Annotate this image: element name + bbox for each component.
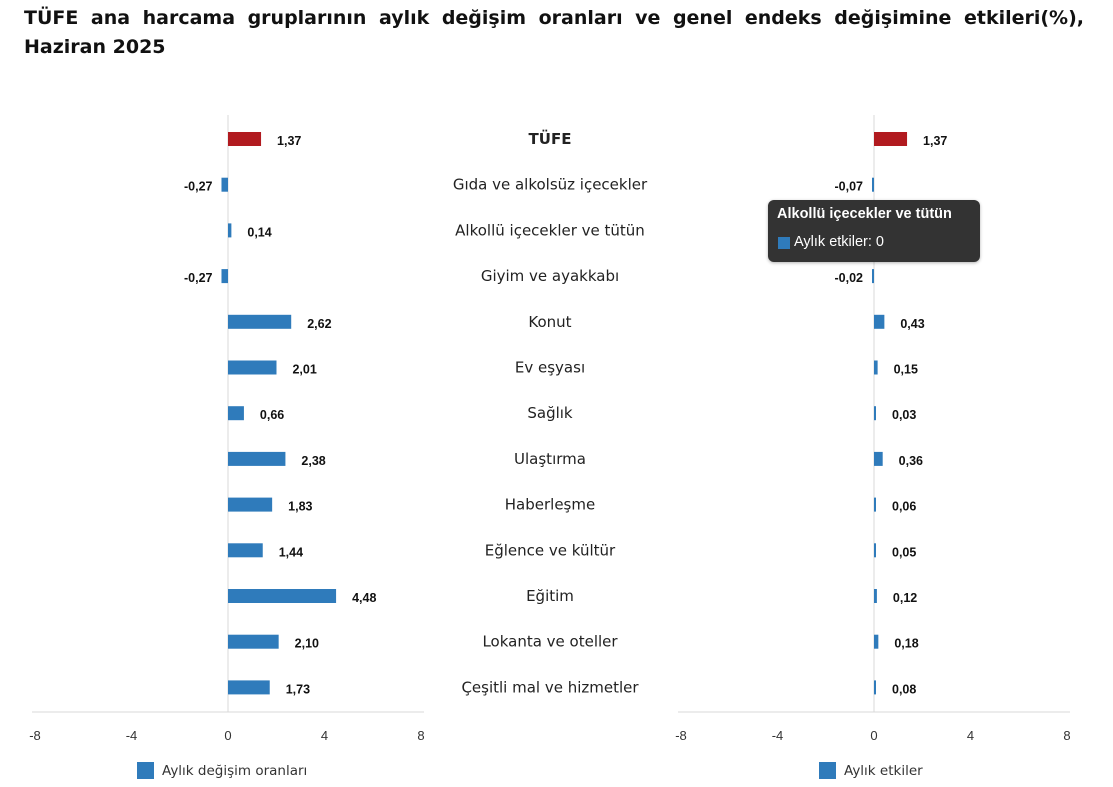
data-label: 0,14 <box>247 225 271 239</box>
data-label: 0,18 <box>894 637 918 651</box>
bar <box>228 680 270 695</box>
bar <box>228 543 263 558</box>
category-label: Çeşitli mal ve hizmetler <box>461 678 639 696</box>
data-label: 1,44 <box>279 545 303 559</box>
x-tick-label: -8 <box>29 728 41 743</box>
category-label: Haberleşme <box>505 496 595 514</box>
data-label: -0,27 <box>184 180 213 194</box>
data-label: 2,62 <box>307 317 331 331</box>
data-label: 1,73 <box>286 682 310 696</box>
x-tick-label: -4 <box>772 728 784 743</box>
bar <box>874 634 879 649</box>
x-tick-label: 4 <box>321 728 328 743</box>
data-label: 1,83 <box>288 500 312 514</box>
data-label: 0,36 <box>899 454 923 468</box>
category-label: Lokanta ve oteller <box>482 633 618 651</box>
category-label: TÜFE <box>529 129 572 148</box>
bar <box>228 451 286 466</box>
bar <box>874 680 876 695</box>
data-label: 2,38 <box>301 454 325 468</box>
tooltip-swatch <box>778 237 790 249</box>
category-label: Giyim ve ayakkabı <box>481 267 619 285</box>
data-label: 0,05 <box>892 545 916 559</box>
legend-label: Aylık etkiler <box>844 763 923 779</box>
x-tick-label: -4 <box>126 728 138 743</box>
x-tick-label: 0 <box>870 728 877 743</box>
legend-swatch <box>137 762 154 779</box>
bar <box>874 451 883 466</box>
data-label: -0,27 <box>184 271 213 285</box>
category-label: Eğlence ve kültür <box>485 541 616 559</box>
x-tick-label: 8 <box>1063 728 1070 743</box>
x-tick-label: 4 <box>967 728 974 743</box>
bar <box>228 223 232 238</box>
data-label: 0,66 <box>260 408 284 422</box>
bar <box>874 132 908 146</box>
data-label: 4,48 <box>352 591 376 605</box>
category-label: Alkollü içecekler ve tütün <box>455 221 645 239</box>
data-label: 0,43 <box>900 317 924 331</box>
legend-label: Aylık değişim oranları <box>162 763 307 779</box>
data-label: 0,12 <box>893 591 917 605</box>
bar <box>874 589 877 603</box>
x-tick-label: 0 <box>224 728 231 743</box>
tooltip-title: Alkollü içecekler ve tütün <box>777 206 952 222</box>
data-label: 0,15 <box>894 363 918 377</box>
x-tick-label: 8 <box>417 728 424 743</box>
bar <box>874 314 885 329</box>
bar <box>874 497 876 512</box>
tooltip-text: Aylık etkiler: 0 <box>794 234 884 250</box>
bar <box>872 269 874 284</box>
bar <box>221 269 228 284</box>
category-label: Sağlık <box>527 404 573 422</box>
bar <box>228 406 244 421</box>
bar <box>228 132 262 146</box>
category-label: Ev eşyası <box>515 359 585 377</box>
chart-tooltip: Alkollü içecekler ve tütün Aylık etkiler… <box>768 200 980 262</box>
x-tick-label: -8 <box>675 728 687 743</box>
chart-title: TÜFE ana harcama gruplarının aylık değiş… <box>24 7 1084 58</box>
bar <box>228 314 292 329</box>
data-label: 0,03 <box>892 408 916 422</box>
bar <box>228 497 273 512</box>
data-label: 0,06 <box>892 500 916 514</box>
category-label: Konut <box>528 313 571 331</box>
data-label: 0,08 <box>892 682 916 696</box>
bar <box>221 177 228 192</box>
category-label: Eğitim <box>526 587 574 605</box>
category-label: Ulaştırma <box>514 450 586 468</box>
data-label: -0,07 <box>835 180 864 194</box>
category-label: Gıda ve alkolsüz içecekler <box>453 176 648 194</box>
bar <box>874 406 876 421</box>
legend-swatch <box>819 762 836 779</box>
data-label: 1,37 <box>923 134 947 148</box>
bar <box>228 360 277 375</box>
bar <box>874 360 878 375</box>
data-label: 2,10 <box>295 637 319 651</box>
data-label: 2,01 <box>292 363 316 377</box>
data-label: 1,37 <box>277 134 301 148</box>
bar <box>874 543 876 558</box>
data-label: -0,02 <box>835 271 864 285</box>
bar <box>228 589 337 603</box>
bar <box>228 634 279 649</box>
bar <box>872 177 874 192</box>
